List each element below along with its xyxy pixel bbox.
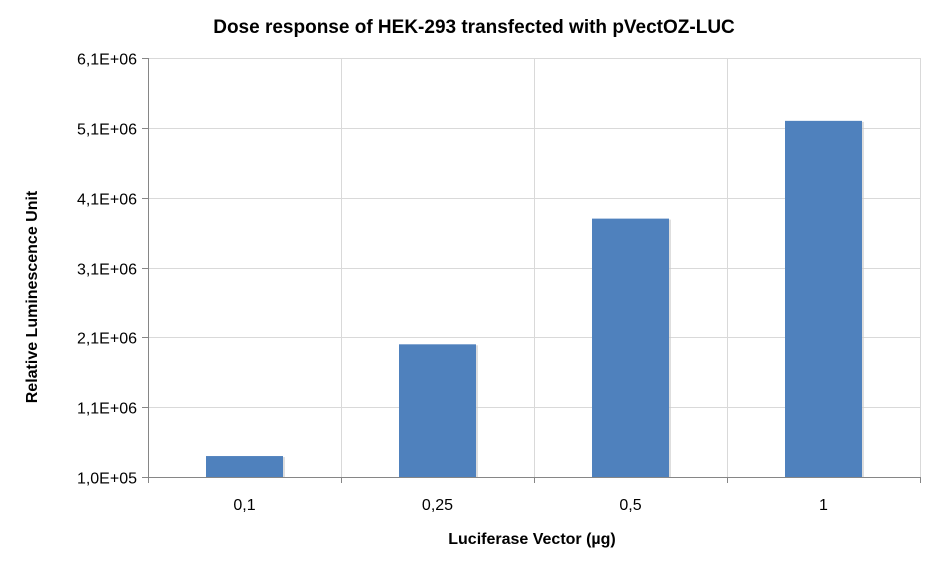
bar (592, 218, 669, 477)
y-tick-label: 3,1E+06 (77, 262, 137, 279)
bar (399, 344, 476, 477)
x-axis-label: Luciferase Vector (µg) (448, 531, 616, 548)
x-tick-label: 0,1 (233, 497, 255, 514)
chart-title: Dose response of HEK-293 transfected wit… (213, 17, 735, 38)
y-tick-labels: 1,0E+05 1,1E+06 2,1E+06 3,1E+06 4,1E+06 5,1E+… (77, 52, 137, 488)
bar (785, 120, 862, 477)
x-tick-label: 0,5 (619, 497, 641, 514)
bar (206, 456, 283, 477)
x-tick-labels: 0,1 0,25 0,5 1 (233, 497, 828, 514)
y-tick-label: 5,1E+06 (77, 122, 137, 139)
bars (206, 120, 864, 477)
y-tick-label: 4,1E+06 (77, 192, 137, 209)
y-axis-label: Relative Luminescence Unit (24, 190, 41, 403)
y-tick-label: 1,1E+06 (77, 401, 137, 418)
y-tick-label: 1,0E+05 (77, 471, 137, 488)
y-tick-label: 6,1E+06 (77, 52, 137, 69)
gridlines (148, 58, 921, 477)
y-tick-label: 2,1E+06 (77, 331, 137, 348)
x-tick-label: 1 (819, 497, 828, 514)
x-tick-label: 0,25 (422, 497, 453, 514)
axes (142, 58, 921, 483)
